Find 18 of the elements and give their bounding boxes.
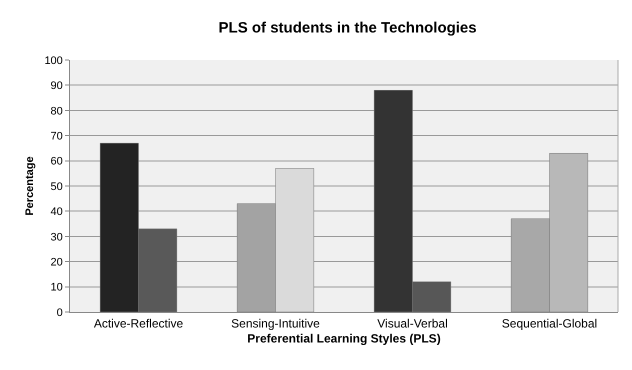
chart-title: PLS of students in the Technologies: [218, 20, 477, 37]
y-tick-label: 50: [50, 180, 63, 193]
y-tick-label: 70: [50, 130, 63, 142]
x-tick-label: Visual-Verbal: [377, 316, 448, 330]
y-tick-label: 0: [56, 306, 63, 319]
x-tick-label: Sequential-Global: [502, 316, 598, 330]
y-tick-label: 80: [50, 105, 63, 118]
x-tick-label: Active-Reflective: [94, 316, 184, 330]
y-tick-label: 10: [50, 282, 63, 294]
x-axis-title: Preferential Learning Styles (PLS): [247, 331, 441, 346]
y-axis-title: Percentage: [24, 156, 36, 216]
y-tick-label: 20: [50, 256, 63, 268]
y-tick-label: 40: [50, 206, 63, 218]
y-tick-label: 90: [50, 80, 63, 92]
y-tick-label: 30: [50, 231, 63, 244]
y-tick-label: 100: [44, 54, 63, 67]
y-tick-label: 60: [50, 156, 63, 168]
x-tick-label: Sensing-Intuitive: [231, 316, 320, 330]
